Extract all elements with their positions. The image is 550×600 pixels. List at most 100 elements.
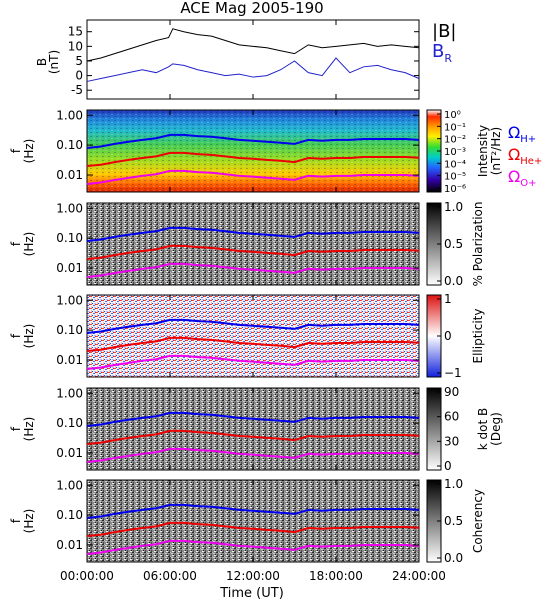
y-tick-label: 0.01 bbox=[56, 168, 83, 182]
y-axis-unit: (Hz) bbox=[22, 509, 36, 534]
y-tick-label: 5 bbox=[75, 54, 83, 68]
y-tick-label: 0.01 bbox=[56, 538, 83, 552]
y-axis-label: f bbox=[9, 426, 23, 431]
series-line-b-r bbox=[86, 57, 420, 82]
gyrofrequency-line-o-plus bbox=[86, 262, 420, 278]
x-axis-label: Time (UT) bbox=[219, 586, 284, 600]
gyrofrequency-line-h-plus bbox=[86, 318, 420, 335]
legend-entry-o-plus: ΩO+ bbox=[508, 167, 536, 189]
panel-6: 1.00 0.10 0.01 f (Hz) 1.0 0.5 0.0 Coherency bbox=[9, 477, 485, 565]
colorbar-tick-label: 10⁻² bbox=[444, 135, 466, 146]
legend-entry-h-plus: ΩH+ bbox=[508, 123, 536, 145]
x-tick-label: 18:00:00 bbox=[309, 569, 363, 583]
y-axis-unit: (Hz) bbox=[22, 417, 36, 442]
gyrofrequency-line-he-plus bbox=[86, 429, 420, 446]
colorbar-tick-label: 1.0 bbox=[444, 477, 463, 491]
y-axis-label: f bbox=[9, 148, 23, 153]
colorbar-label-units: (nT²/Hz) bbox=[489, 127, 503, 175]
gyrofrequency-line-o-plus bbox=[86, 447, 420, 463]
colorbar-label: Ellipticity bbox=[471, 309, 485, 364]
legend-text: B bbox=[432, 41, 444, 62]
spectrogram-texture bbox=[87, 110, 419, 192]
panel-3: 1.00 0.10 0.01 f (Hz) 1.0 0.5 0.0 % Polarization bbox=[9, 200, 485, 288]
gyrofrequency-line-o-plus bbox=[86, 169, 420, 185]
gyrofrequency-line-he-plus bbox=[86, 244, 420, 261]
panel-5: 1.00 0.10 0.01 f (Hz) 90 60 30 0 k dot B (Deg) bbox=[9, 385, 503, 473]
legend-text: Ω bbox=[508, 167, 520, 186]
gyrofrequency-line-h-plus bbox=[86, 133, 420, 150]
colorbar-tick-label: 10⁻⁴ bbox=[444, 159, 466, 170]
x-tick-label: 06:00:00 bbox=[143, 569, 197, 583]
colorbar-tick-label: −1 bbox=[444, 366, 462, 380]
colorbar bbox=[426, 387, 442, 471]
gyrofrequency-line-o-plus bbox=[86, 354, 420, 370]
y-tick-label: 0.01 bbox=[56, 353, 83, 367]
spectrogram-fill bbox=[87, 203, 419, 285]
y-axis-label: B bbox=[35, 58, 49, 66]
y-tick-label: 1.00 bbox=[56, 386, 83, 400]
gyrofrequency-line-he-plus bbox=[86, 521, 420, 538]
gyrofrequency-line-o-plus bbox=[86, 539, 420, 555]
legend-text: Ω bbox=[508, 145, 520, 164]
y-axis-label: f bbox=[9, 518, 23, 523]
chart-title: ACE Mag 2005-190 bbox=[180, 0, 323, 17]
colorbar-tick-label: 10⁻³ bbox=[444, 147, 466, 158]
spectrogram-fill bbox=[87, 480, 419, 562]
gyrofrequency-line-h-plus bbox=[86, 503, 420, 520]
y-axis-unit: (Hz) bbox=[22, 139, 36, 164]
colorbar-label: k dot B bbox=[476, 408, 490, 450]
panel-frame bbox=[86, 19, 420, 100]
y-axis-unit: (nT) bbox=[47, 50, 61, 74]
x-tick-label: 24:00:00 bbox=[392, 569, 446, 583]
y-tick-label: 0.10 bbox=[56, 138, 83, 152]
legend-subscript: O+ bbox=[520, 178, 536, 189]
colorbar-tick-label: 0.5 bbox=[444, 237, 463, 251]
colorbar-tick-label: 60 bbox=[444, 410, 459, 424]
y-tick-label: 0.01 bbox=[56, 446, 83, 460]
y-axis-unit: (Hz) bbox=[22, 324, 36, 349]
legend-text: |B| bbox=[432, 21, 456, 42]
y-tick-label: 0.10 bbox=[56, 231, 83, 245]
colorbar-tick-label: 0 bbox=[444, 329, 452, 343]
y-tick-label: 0.10 bbox=[56, 323, 83, 337]
x-tick-label: 12:00:00 bbox=[226, 569, 280, 583]
x-tick-label: 00:00:00 bbox=[60, 569, 114, 583]
colorbar-tick-label: 0.0 bbox=[444, 274, 463, 288]
y-axis-label: f bbox=[9, 241, 23, 246]
legend-entry: |B| bbox=[432, 21, 456, 42]
colorbar-label-units: (Deg) bbox=[489, 412, 503, 446]
y-tick-label: 0 bbox=[75, 69, 83, 83]
y-tick-label: 0.01 bbox=[56, 261, 83, 275]
y-tick-label: 1.00 bbox=[56, 478, 83, 492]
y-tick-label: 0.10 bbox=[56, 508, 83, 522]
legend-text: Ω bbox=[508, 123, 520, 142]
colorbar-label: Coherency bbox=[471, 489, 485, 553]
y-tick-label: 15 bbox=[68, 25, 83, 39]
colorbar-tick-label: 1.0 bbox=[444, 200, 463, 214]
legend-subscript: H+ bbox=[520, 134, 536, 145]
colorbar-label: % Polarization bbox=[471, 202, 485, 287]
colorbar-tick-label: 10⁻⁵ bbox=[444, 172, 466, 183]
colorbar-tick-label: 90 bbox=[444, 385, 459, 399]
colorbar-tick-label: 30 bbox=[444, 434, 459, 448]
colorbar-tick-label: 0.0 bbox=[444, 551, 463, 565]
series-line-b-magnitude bbox=[86, 28, 420, 62]
y-tick-label: 1.00 bbox=[56, 108, 83, 122]
legend-entry-he-plus: ΩHe+ bbox=[508, 145, 542, 167]
colorbar-tick-label: 1 bbox=[444, 292, 452, 306]
colorbar-tick-label: 0.5 bbox=[444, 514, 463, 528]
spectrogram-fill bbox=[87, 388, 419, 470]
gyrofrequency-line-he-plus bbox=[86, 151, 420, 168]
colorbar-tick-label: 10⁻⁶ bbox=[444, 184, 466, 195]
colorbar-label: Intensity bbox=[476, 125, 490, 177]
colorbar-tick-label: 10⁰ bbox=[444, 110, 461, 121]
colorbar-tick-label: 0 bbox=[444, 459, 452, 473]
y-tick-label: 10 bbox=[68, 39, 83, 53]
colorbar-tick-label: 10⁻¹ bbox=[444, 122, 466, 133]
y-axis-unit: (Hz) bbox=[22, 232, 36, 257]
gyrofrequency-line-h-plus bbox=[86, 226, 420, 243]
y-tick-label: -5 bbox=[71, 83, 83, 97]
y-tick-label: 0.10 bbox=[56, 416, 83, 430]
